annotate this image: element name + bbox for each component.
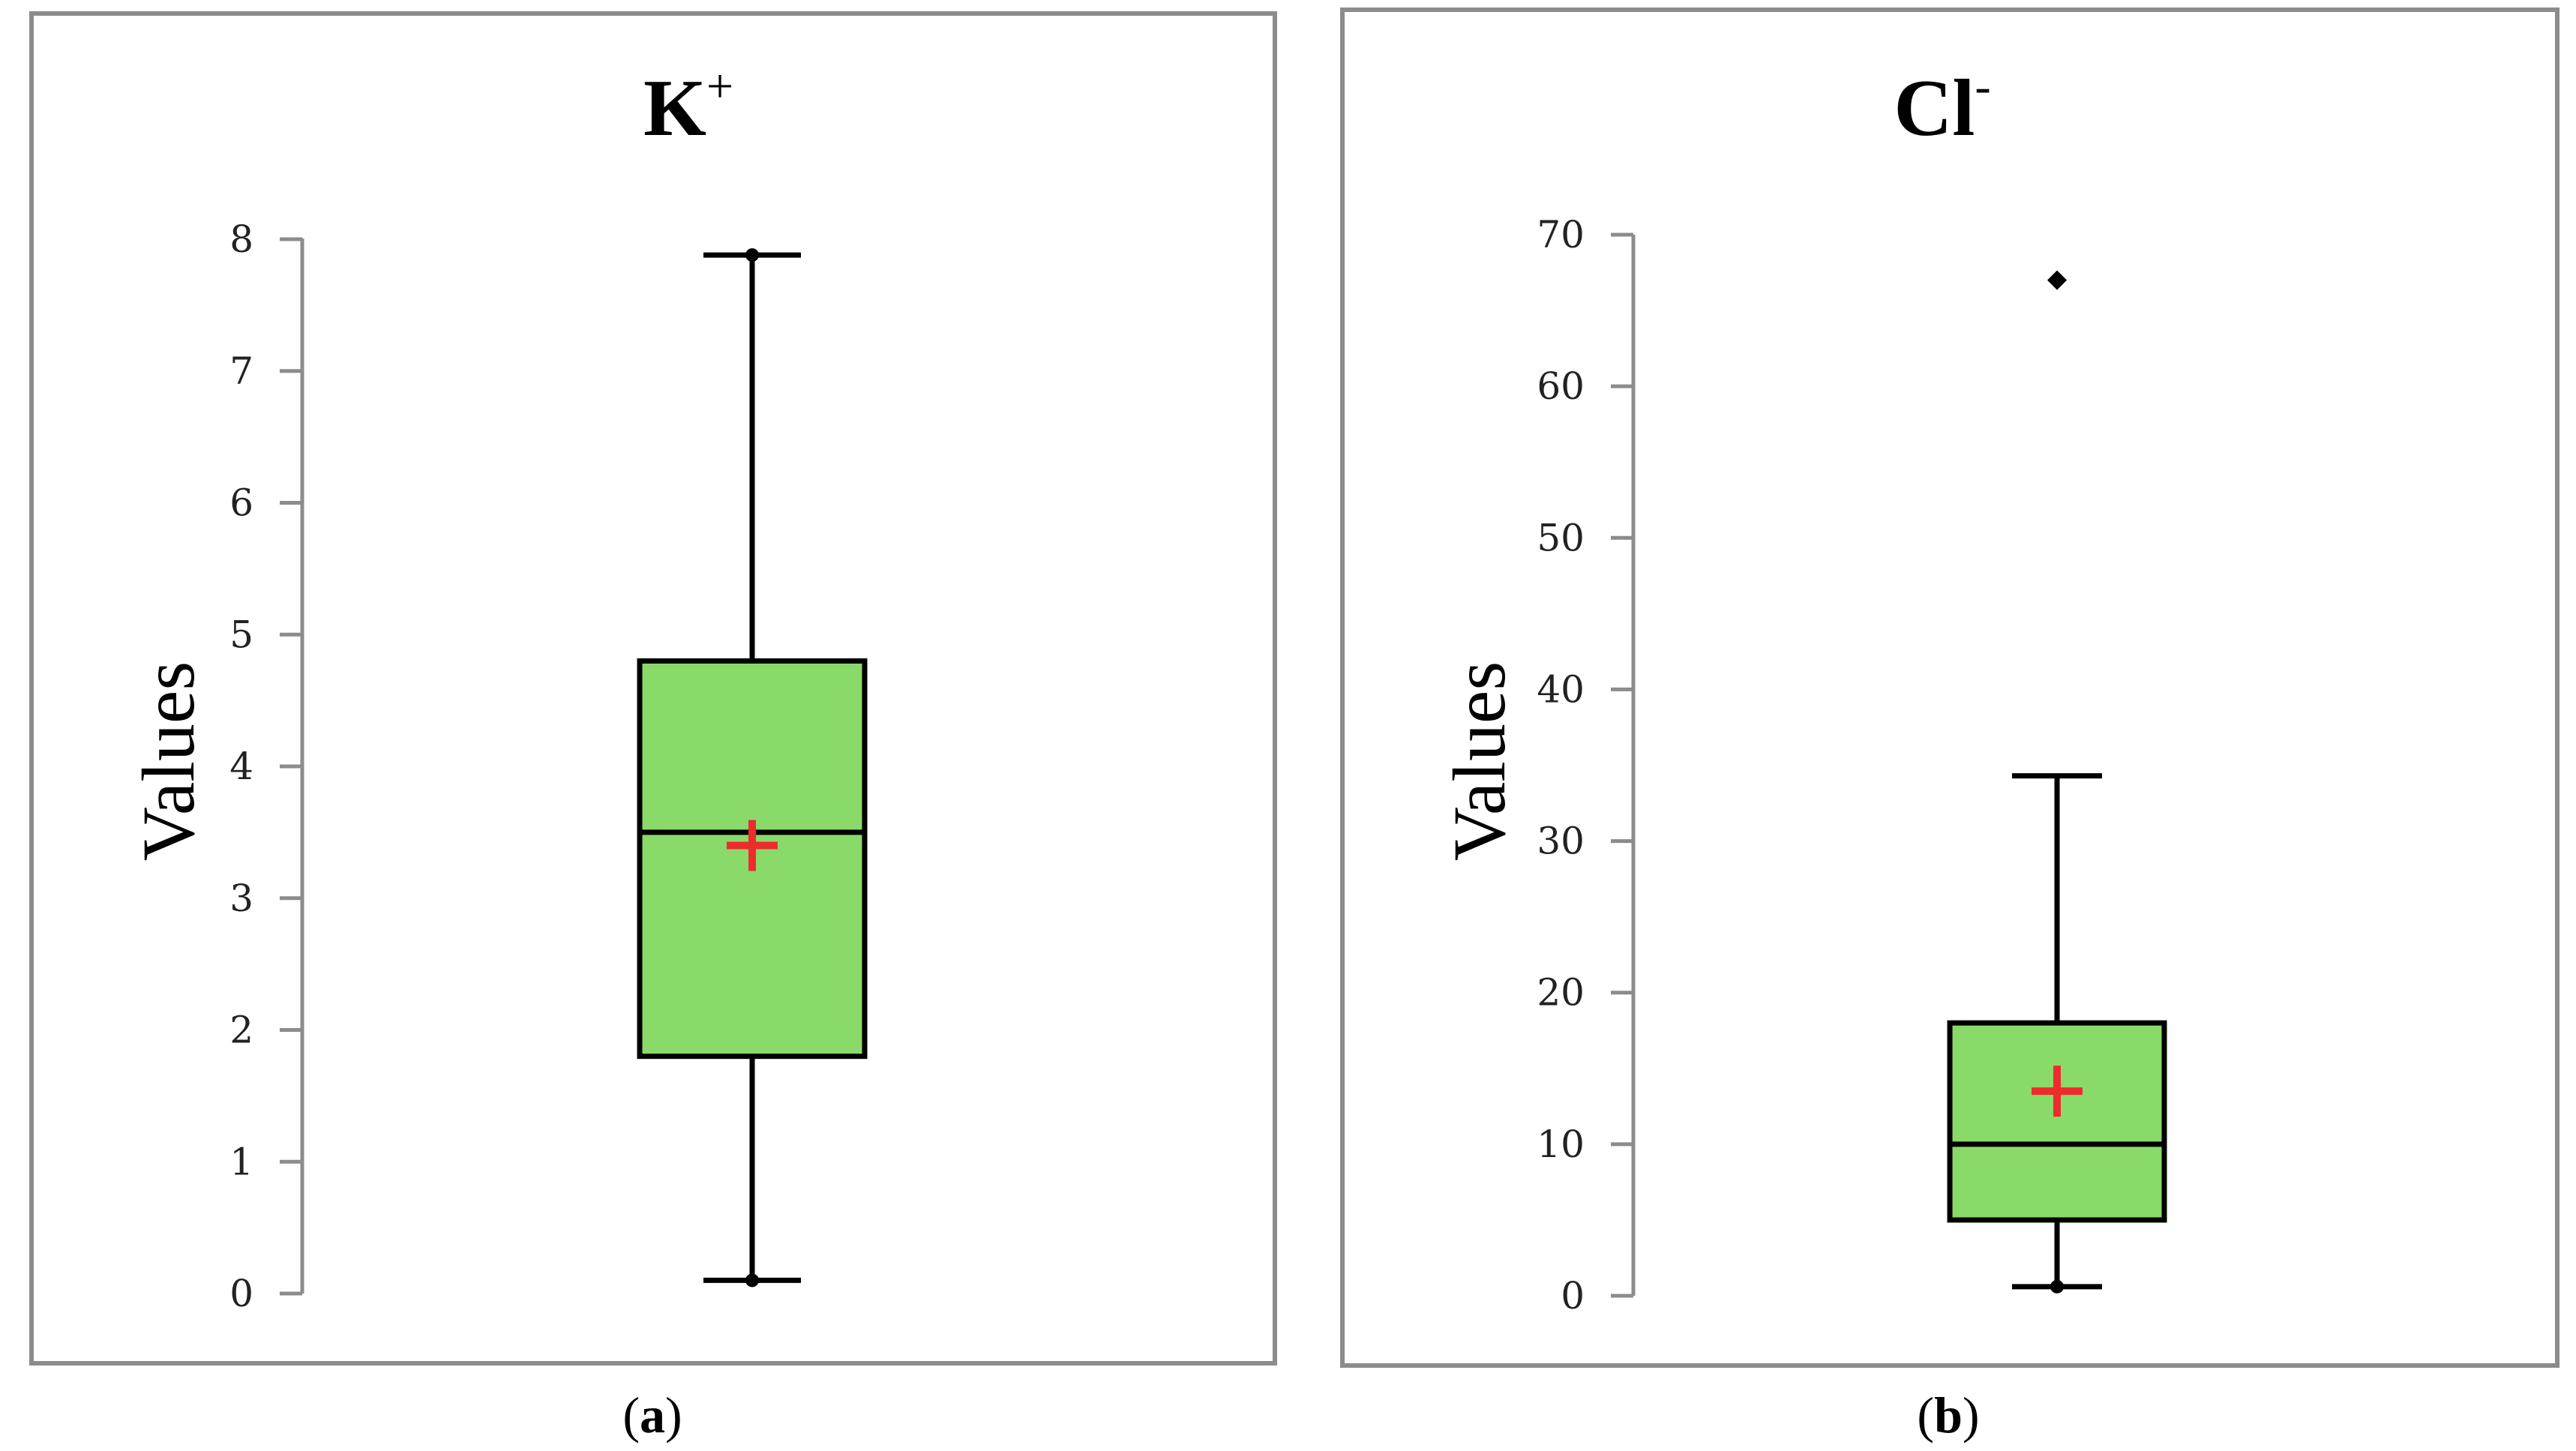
panel-b-y-tick-label-4: 40 [1537,667,1585,711]
panel-b-y-tick-label-5: 50 [1537,516,1585,559]
panel-a-y-axis-label: Values [127,661,210,862]
panel-a-title: K+ [643,59,733,153]
panel-a-title-superscript: + [706,59,733,112]
panel-a-y-tick-label-4: 4 [229,745,253,788]
panel-b-min-point [2050,1279,2064,1294]
panel-b-y-ticks: 0 10 20 30 40 50 60 70 [1537,213,1633,1318]
panel-a-max-point [745,248,759,262]
panel-b-y-tick-label-1: 10 [1537,1123,1585,1166]
panel-b-boxplot [1947,773,2167,1294]
panel-a-boxplot [637,248,868,1288]
panel-a-y-tick-label-1: 1 [229,1140,253,1183]
panel-b-y-tick-label-7: 70 [1537,213,1585,256]
panel-a-y-tick-label-6: 6 [229,481,253,525]
panel-a-y-tick-label-5: 5 [229,613,253,656]
panel-b-iqr-box [1947,1020,2167,1223]
panel-b-y-tick-label-0: 0 [1561,1274,1585,1318]
panel-a-y-tick-label-0: 0 [229,1272,253,1315]
panel-b-caption: (b) [1917,1387,1979,1444]
panel-a: K+ Values 0 1 2 3 4 5 6 7 8 (a) [29,11,1277,1444]
panel-a-y-tick-label-2: 2 [229,1009,253,1052]
panel-a-y-tick-label-8: 8 [229,217,253,261]
panel-b-outliers [2047,270,2067,290]
panel-a-min-point [745,1273,759,1288]
panel-b-y-tick-label-6: 60 [1537,364,1585,408]
panel-b-y-tick-label-2: 20 [1537,971,1585,1015]
panel-a-caption: (a) [622,1387,682,1444]
panel-a-y-tick-label-7: 7 [229,349,253,393]
panel-b-y-axis-label: Values [1438,661,1521,862]
panel-b-title: Cl- [1894,59,1990,153]
panel-b: Cl- Values 0 10 20 30 40 50 60 70 (b) [1340,7,2560,1444]
panel-b-title-superscript: - [1975,59,1990,112]
panel-b-y-tick-label-3: 30 [1537,820,1585,863]
panel-a-y-tick-label-3: 3 [229,877,253,920]
panel-a-y-ticks: 0 1 2 3 4 5 6 7 8 [229,217,302,1315]
panel-b-outlier-point-0 [2047,270,2067,290]
